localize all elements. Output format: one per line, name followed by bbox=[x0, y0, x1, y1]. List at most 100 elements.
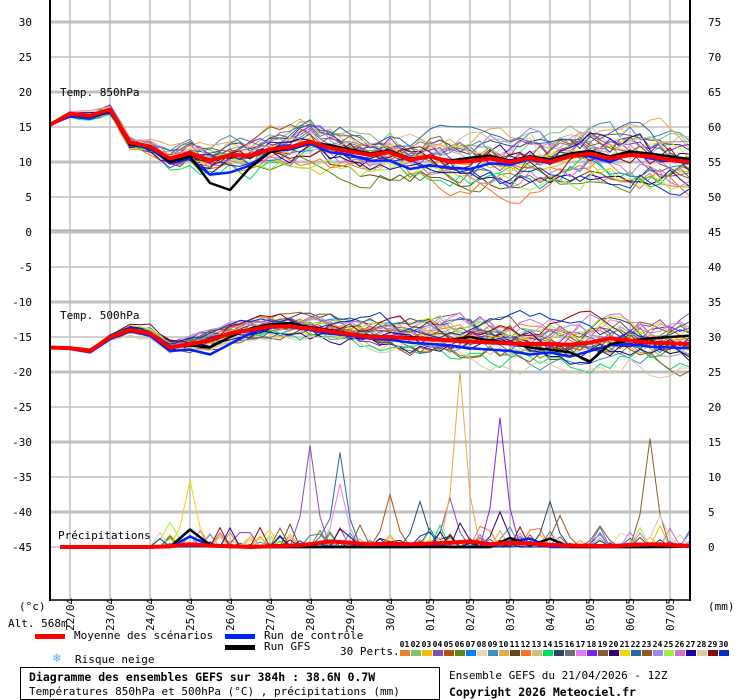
right-tick-label: 5 bbox=[708, 506, 715, 519]
title-box: Diagramme des ensembles GEFS sur 384h : … bbox=[20, 667, 440, 700]
left-tick-label: -5 bbox=[19, 261, 32, 274]
member-legend-number: 30 bbox=[718, 640, 729, 649]
member-legend-number: 01 bbox=[399, 640, 410, 649]
member-legend-number: 07 bbox=[465, 640, 476, 649]
left-tick-label: 20 bbox=[19, 86, 32, 99]
right-tick-label: 30 bbox=[708, 331, 721, 344]
member-legend-number: 05 bbox=[443, 640, 454, 649]
t850-mean-line bbox=[49, 107, 691, 164]
legend-perts-label: 30 Perts. bbox=[340, 645, 400, 658]
member-legend-number: 11 bbox=[509, 640, 520, 649]
x-tick-label: 22/04 bbox=[64, 598, 77, 631]
member-lines bbox=[49, 104, 691, 548]
left-tick-label: 0 bbox=[25, 226, 32, 239]
member-legend-number: 09 bbox=[487, 640, 498, 649]
precip-mean-line bbox=[60, 539, 691, 549]
left-tick-label: -30 bbox=[12, 436, 32, 449]
x-tick-label: 04/05 bbox=[544, 598, 557, 631]
member-legend-swatch bbox=[477, 650, 487, 656]
precip-member-21-line bbox=[60, 480, 690, 548]
grid bbox=[50, 0, 690, 600]
right-tick-label: 45 bbox=[708, 226, 721, 239]
member-legend-number: 22 bbox=[630, 640, 641, 649]
member-legend-number: 02 bbox=[410, 640, 421, 649]
member-legend-swatch bbox=[433, 650, 443, 656]
left-tick-label: -20 bbox=[12, 366, 32, 379]
right-unit: (mm) bbox=[708, 600, 735, 613]
x-tick-label: 26/04 bbox=[224, 598, 237, 631]
member-legend-number: 06 bbox=[454, 640, 465, 649]
member-legend-number: 20 bbox=[608, 640, 619, 649]
member-legend-swatch bbox=[642, 650, 652, 656]
chart-subtitle: Températures 850hPa et 500hPa (°C) , pré… bbox=[29, 685, 400, 698]
member-legend-number: 17 bbox=[575, 640, 586, 649]
right-tick-label: 10 bbox=[708, 471, 721, 484]
member-legend-swatch bbox=[708, 650, 718, 656]
legend-mean-label: Moyenne des scénarios bbox=[74, 629, 214, 642]
member-legend-swatch bbox=[697, 650, 707, 656]
member-legend-swatch bbox=[510, 650, 520, 656]
member-legend-swatch bbox=[675, 650, 685, 656]
member-legend-swatch bbox=[686, 650, 696, 656]
t850-member-14-line bbox=[49, 114, 691, 188]
precip-member-17-line bbox=[60, 483, 691, 548]
x-tick-label: 30/04 bbox=[384, 598, 397, 631]
x-tick-label: 05/05 bbox=[584, 598, 597, 631]
left-tick-label: 15 bbox=[19, 121, 32, 134]
precip-member-19-line bbox=[60, 438, 691, 548]
x-tick-label: 29/04 bbox=[344, 598, 357, 631]
member-legend-swatch bbox=[620, 650, 630, 656]
legend-snow-label: Risque neige bbox=[75, 653, 155, 666]
t500-member-29-line bbox=[49, 310, 691, 351]
member-legend-swatch bbox=[488, 650, 498, 656]
left-tick-label: -35 bbox=[12, 471, 32, 484]
member-legend-swatch bbox=[587, 650, 597, 656]
member-legend-swatch bbox=[466, 650, 476, 656]
member-legend-swatch bbox=[664, 650, 674, 656]
member-legend-swatch bbox=[444, 650, 454, 656]
member-legend-number: 16 bbox=[564, 640, 575, 649]
left-tick-label: 30 bbox=[19, 16, 32, 29]
precip-member-18-line bbox=[60, 417, 690, 548]
precip-member-10-line bbox=[60, 371, 690, 548]
left-tick-label: -40 bbox=[12, 506, 32, 519]
copyright: Copyright 2026 Meteociel.fr bbox=[449, 685, 636, 699]
legend-mean-swatch bbox=[35, 634, 65, 639]
left-tick-label: 5 bbox=[25, 191, 32, 204]
member-legend-swatch bbox=[455, 650, 465, 656]
member-legend-swatch bbox=[631, 650, 641, 656]
t850-member-6-line bbox=[49, 109, 691, 194]
member-legend-swatch bbox=[521, 650, 531, 656]
member-legend-number: 10 bbox=[498, 640, 509, 649]
member-legend-number: 19 bbox=[597, 640, 608, 649]
snowflake-icon: ❄ bbox=[53, 651, 61, 666]
x-tick-label: 03/05 bbox=[504, 598, 517, 631]
right-tick-label: 55 bbox=[708, 156, 721, 169]
right-tick-label: 60 bbox=[708, 121, 721, 134]
legend-gfs-label: Run GFS bbox=[264, 640, 311, 653]
legend-gfs-swatch bbox=[225, 645, 255, 650]
member-legend-number: 28 bbox=[696, 640, 707, 649]
x-tick-label: 25/04 bbox=[184, 598, 197, 631]
left-tick-label: -10 bbox=[12, 296, 32, 309]
x-tick-label: 28/04 bbox=[304, 598, 317, 631]
panel-label-t500: Temp. 500hPa bbox=[60, 309, 139, 322]
right-tick-label: 25 bbox=[708, 366, 721, 379]
x-tick-label: 24/04 bbox=[144, 598, 157, 631]
member-legend-number: 15 bbox=[553, 640, 564, 649]
member-legend-swatch bbox=[576, 650, 586, 656]
member-legend-swatch bbox=[653, 650, 663, 656]
right-tick-label: 65 bbox=[708, 86, 721, 99]
right-tick-label: 15 bbox=[708, 436, 721, 449]
left-tick-label: -15 bbox=[12, 331, 32, 344]
x-tick-label: 06/05 bbox=[624, 598, 637, 631]
right-tick-label: 40 bbox=[708, 261, 721, 274]
legend-control-swatch bbox=[225, 634, 255, 639]
member-legend-number: 29 bbox=[707, 640, 718, 649]
member-legend-number: 24 bbox=[652, 640, 663, 649]
member-legend-number: 14 bbox=[542, 640, 553, 649]
member-legend-number: 13 bbox=[531, 640, 542, 649]
member-legend-number: 12 bbox=[520, 640, 531, 649]
